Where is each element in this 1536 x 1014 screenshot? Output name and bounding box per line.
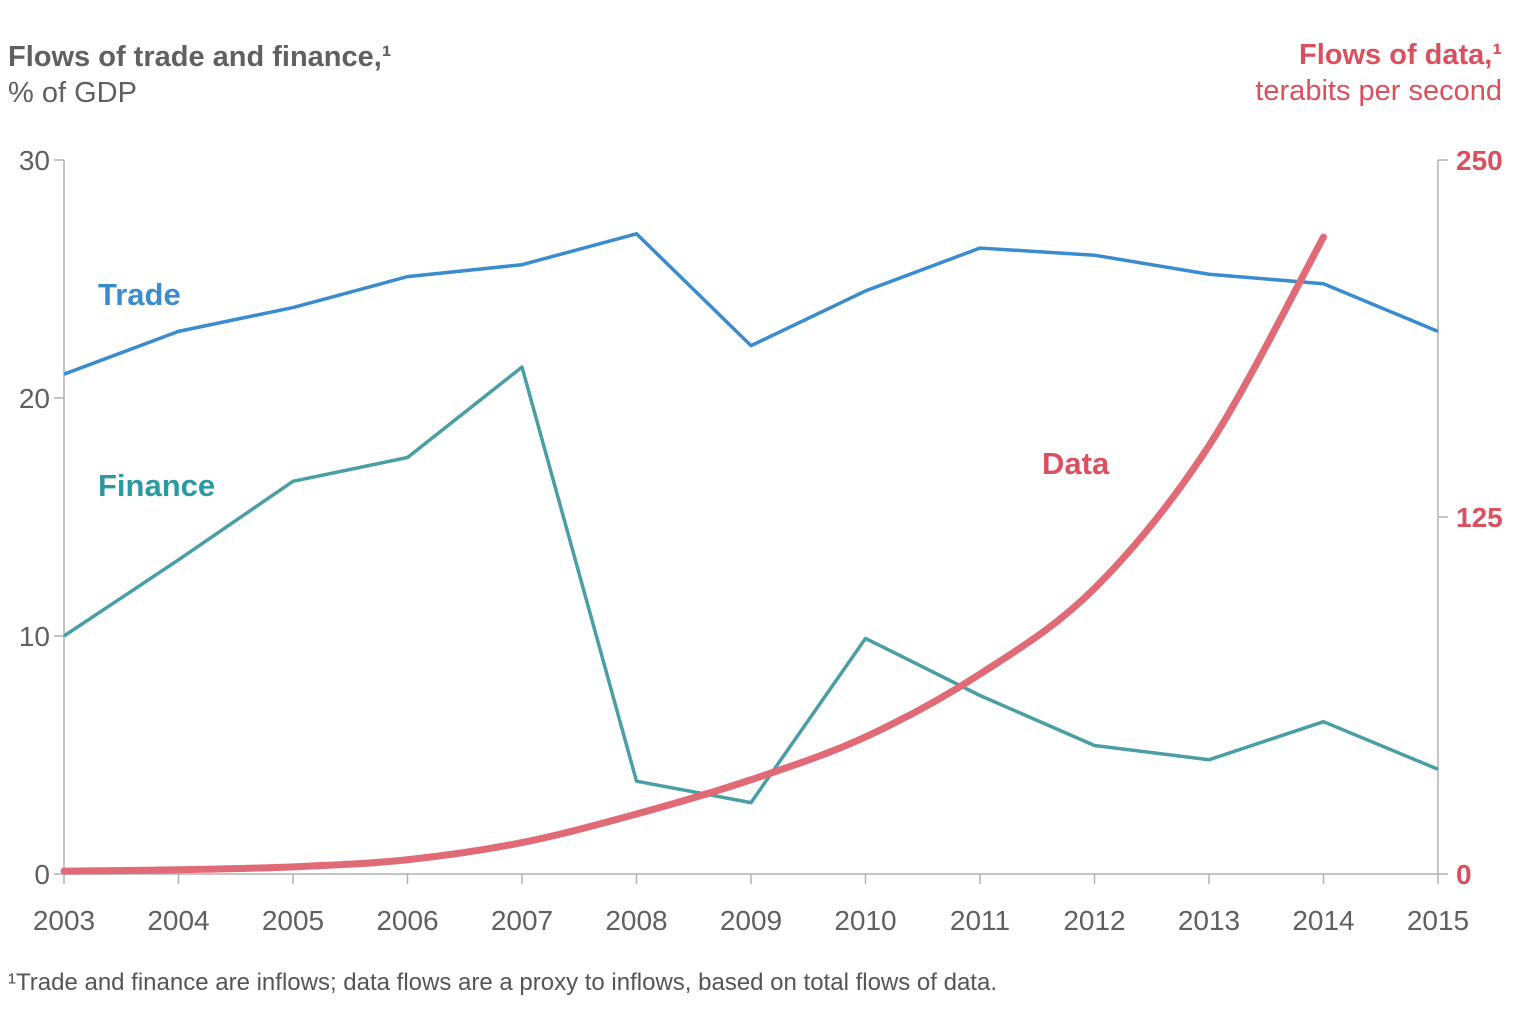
trade-series-line	[63, 232, 1439, 376]
series-layer	[60, 232, 1439, 875]
x-tick-label: 2011	[950, 905, 1010, 936]
data-series-line	[60, 233, 1327, 875]
x-tick-label: 2008	[605, 905, 667, 936]
left-y-tick-label: 20	[19, 383, 50, 414]
right-y-tick-label: 125	[1456, 502, 1503, 533]
x-tick-label: 2013	[1178, 905, 1240, 936]
axes-layer: 0 10 20 30 0 125 250 2003 2004 2005 2006 2007 2008 20…	[19, 145, 1503, 936]
left-axis-subtitle: % of GDP	[8, 77, 137, 109]
left-y-tick-label: 0	[34, 859, 50, 890]
finance-series-line	[63, 365, 1439, 805]
data-series-label: Data	[1042, 446, 1110, 481]
left-axis-title: Flows of trade and finance,¹	[8, 41, 392, 73]
x-tick-label: 2010	[834, 905, 896, 936]
right-y-tick-label: 250	[1456, 145, 1503, 176]
right-axis-subtitle: terabits per second	[1255, 75, 1502, 107]
trade-series-label: Trade	[98, 277, 181, 312]
x-tick-label: 2014	[1292, 905, 1354, 936]
right-y-tick-label: 0	[1456, 859, 1472, 890]
left-y-tick-label: 10	[19, 621, 50, 652]
finance-series-label: Finance	[98, 468, 215, 503]
x-tick-label: 2009	[720, 905, 782, 936]
footnote: ¹Trade and finance are inflows; data flo…	[8, 969, 997, 996]
x-tick-label: 2007	[491, 905, 553, 936]
x-tick-label: 2015	[1407, 905, 1469, 936]
x-tick-label: 2005	[262, 905, 324, 936]
left-y-tick-label: 30	[19, 145, 50, 176]
series-labels-layer: Trade Finance Data	[98, 277, 1110, 503]
x-tick-label: 2012	[1063, 905, 1125, 936]
x-tick-label: 2004	[147, 905, 209, 936]
right-axis-title: Flows of data,¹	[1299, 39, 1502, 71]
x-tick-label: 2003	[33, 905, 95, 936]
x-tick-label: 2006	[376, 905, 438, 936]
